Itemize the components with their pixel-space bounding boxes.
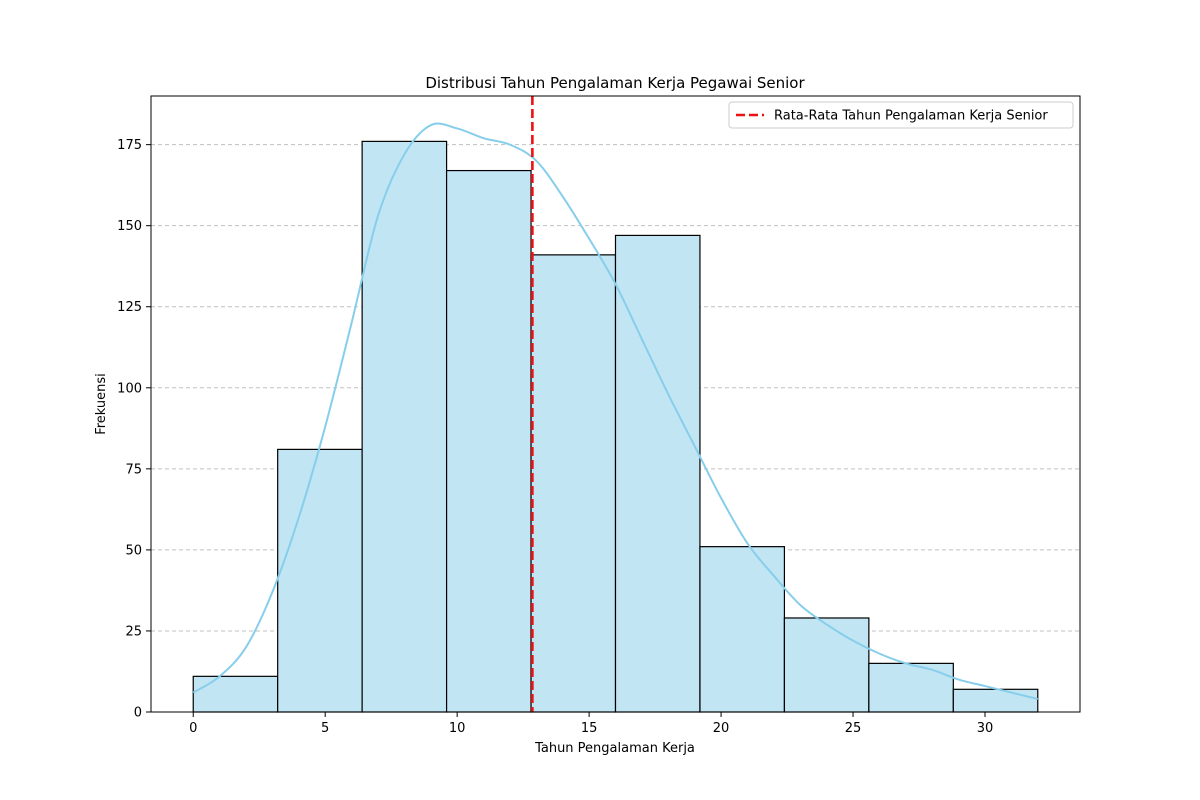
histogram-bar [868, 662, 954, 713]
chart-title: Distribusi Tahun Pengalaman Kerja Pegawa… [425, 74, 805, 92]
x-axis-label: Tahun Pengalaman Kerja [534, 741, 695, 756]
legend-mean-line-label: Rata-Rata Tahun Pengalaman Kerja Senior [774, 109, 1048, 124]
histogram-bar [530, 254, 617, 713]
x-tick-label: 25 [845, 721, 862, 736]
y-tick-label: 175 [117, 138, 142, 153]
x-tick-label: 15 [581, 721, 598, 736]
y-axis-label: Frekuensi [94, 373, 109, 435]
plot-frame [150, 95, 1081, 713]
histogram-bar [192, 675, 279, 713]
y-tick-label: 25 [125, 624, 142, 639]
x-tick-label: 5 [321, 721, 329, 736]
legend: Rata-Rata Tahun Pengalaman Kerja Senior [728, 101, 1074, 129]
x-tick-label: 20 [713, 721, 730, 736]
histogram-bar [361, 140, 448, 713]
histogram-bar [952, 688, 1039, 713]
y-tick-label: 100 [117, 381, 142, 396]
histogram-bar [277, 448, 363, 713]
histogram-bar [699, 546, 786, 713]
x-tick-label: 10 [449, 721, 466, 736]
histogram-bar [783, 617, 870, 713]
y-tick-label: 50 [125, 543, 142, 558]
legend-box [728, 101, 1074, 129]
y-tick-label: 125 [117, 300, 142, 315]
y-tick-label: 150 [117, 219, 142, 234]
histogram-bar [445, 169, 532, 713]
y-axis-ticks: 0 25 50 75 100 125 150 175 [117, 138, 151, 721]
y-tick-label: 0 [134, 706, 142, 721]
x-tick-label: 30 [977, 721, 994, 736]
kde-curve [192, 122, 1039, 701]
x-tick-label: 0 [189, 721, 197, 736]
histogram-bars [192, 140, 1039, 713]
x-axis-ticks: 0 5 10 15 20 25 30 [189, 712, 993, 736]
histogram-bar [614, 234, 701, 713]
y-tick-label: 75 [125, 462, 142, 477]
